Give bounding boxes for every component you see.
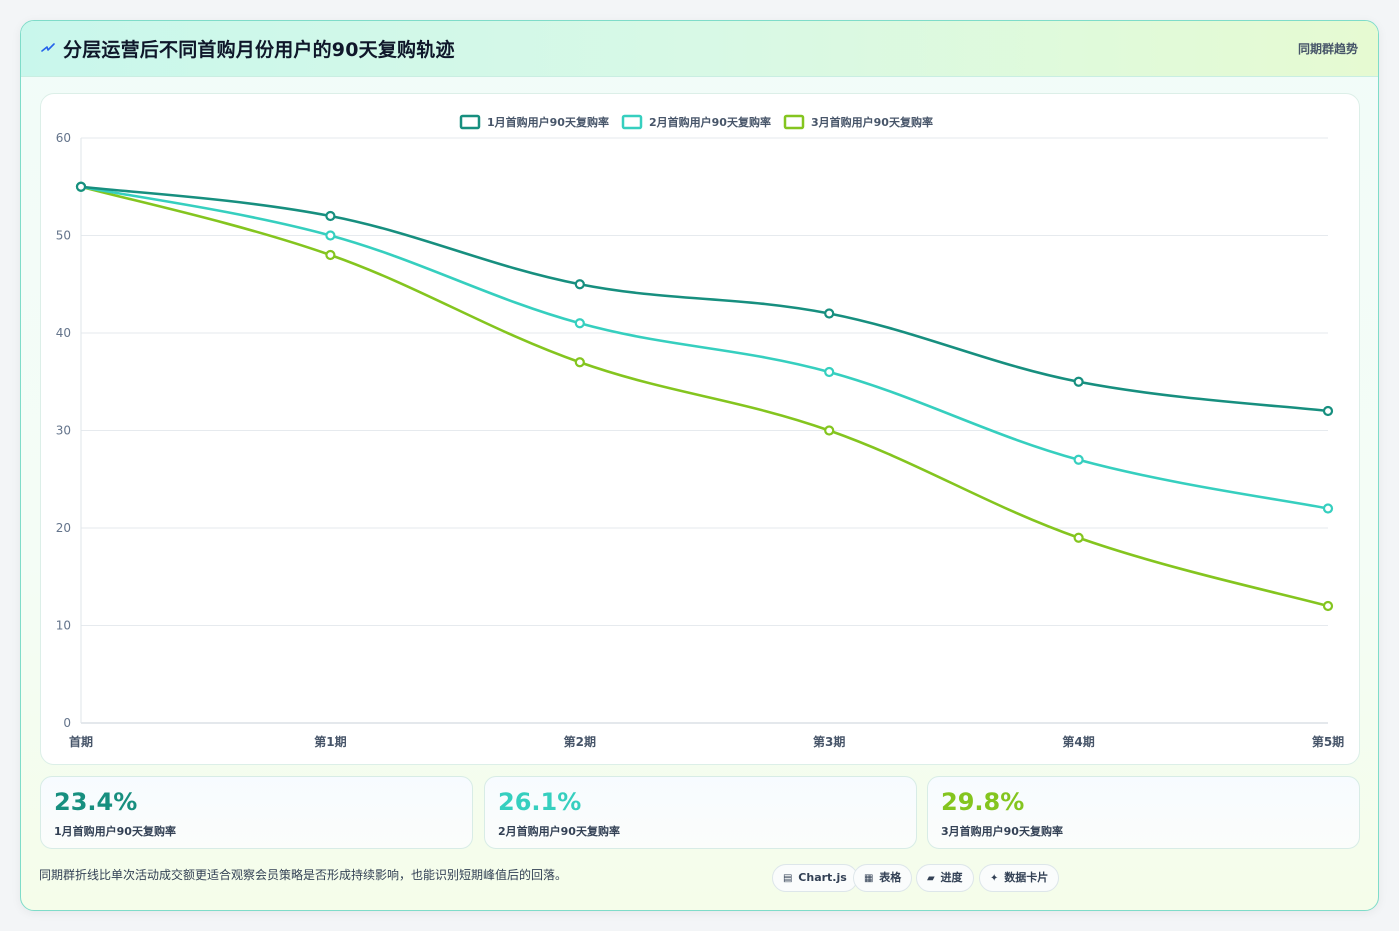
x-tick-label: 第4期 bbox=[1062, 734, 1094, 749]
y-tick-label: 60 bbox=[56, 131, 71, 145]
x-tick-label: 第1期 bbox=[314, 734, 346, 749]
sparkle-icon: ✦ bbox=[990, 873, 999, 884]
stat-value: 23.4% bbox=[54, 788, 138, 816]
data-point-2 bbox=[824, 366, 835, 378]
y-tick-label: 10 bbox=[56, 619, 71, 633]
lightning-icon bbox=[41, 43, 55, 52]
data-point-3 bbox=[325, 249, 336, 261]
data-point-3 bbox=[824, 425, 835, 436]
stat-card-3: 29.8% 3月首购用户90天复购率 bbox=[927, 776, 1360, 849]
stat-label: 1月首购用户90天复购率 bbox=[54, 825, 176, 838]
table-pill[interactable]: ▦ 表格 bbox=[853, 864, 913, 892]
page-title: 分层运营后不同首购月份用户的90天复购轨迹 bbox=[63, 39, 455, 61]
pill-label: 进度 bbox=[940, 871, 963, 884]
data-point-1 bbox=[75, 181, 87, 192]
pill-label: 数据卡片 bbox=[1004, 871, 1049, 884]
card-header: 分层运营后不同首购月份用户的90天复购轨迹 同期群趋势 bbox=[21, 21, 1378, 77]
progress-icon: ▰ bbox=[927, 873, 935, 884]
legend-swatch-3 bbox=[783, 114, 805, 130]
data-point-1 bbox=[574, 279, 585, 290]
data-point-1 bbox=[1073, 376, 1084, 387]
pill-label: 表格 bbox=[879, 871, 902, 884]
table-icon: ▦ bbox=[864, 873, 874, 884]
chart-container: 0 10 20 30 40 50 60 首期 第1期 第2期 第3期 第4期 第5期 1月首购用户90天复… bbox=[40, 93, 1360, 765]
y-tick-label: 20 bbox=[56, 521, 71, 535]
stat-label: 3月首购用户90天复购率 bbox=[941, 825, 1063, 838]
y-tick-label: 40 bbox=[56, 326, 71, 340]
y-tick-label: 30 bbox=[56, 424, 71, 438]
data-point-2 bbox=[1322, 503, 1334, 514]
series-line-2 bbox=[79, 185, 1330, 510]
legend-label-1: 1月首购用户90天复购率 bbox=[487, 115, 609, 129]
data-point-3 bbox=[1073, 532, 1084, 543]
dashboard-card: 分层运营后不同首购月份用户的90天复购轨迹 同期群趋势 0 10 20 30 40 50 6… bbox=[20, 20, 1379, 911]
stat-value: 26.1% bbox=[498, 788, 582, 816]
stat-card-2: 26.1% 2月首购用户90天复购率 bbox=[484, 776, 917, 849]
footer-note: 同期群折线比单次活动成交额更适合观察会员策略是否形成持续影响，也能识别短期峰值后… bbox=[39, 868, 568, 882]
data-point-1 bbox=[824, 308, 835, 319]
data-point-1 bbox=[325, 210, 336, 222]
series-line-1 bbox=[79, 185, 1330, 413]
legend-label-3: 3月首购用户90天复购率 bbox=[811, 115, 933, 129]
data-point-2 bbox=[325, 230, 336, 241]
stat-card-1: 23.4% 1月首购用户90天复购率 bbox=[40, 776, 473, 849]
data-card-pill[interactable]: ✦ 数据卡片 bbox=[979, 864, 1060, 892]
x-tick-label: 第3期 bbox=[813, 734, 845, 749]
chart-icon: ▤ bbox=[783, 873, 793, 884]
y-tick-label: 0 bbox=[63, 716, 71, 730]
y-tick-label: 50 bbox=[56, 229, 71, 243]
data-point-2 bbox=[574, 318, 585, 329]
data-point-1 bbox=[1322, 405, 1334, 417]
legend-label-2: 2月首购用户90天复购率 bbox=[649, 115, 771, 129]
chartjs-pill[interactable]: ▤ Chart.js bbox=[772, 864, 858, 892]
data-point-3 bbox=[574, 357, 585, 368]
stat-value: 29.8% bbox=[941, 788, 1025, 816]
legend-swatch-1 bbox=[459, 114, 481, 130]
data-point-3 bbox=[1322, 600, 1334, 612]
x-tick-label: 第2期 bbox=[564, 734, 596, 749]
line-chart: 0 10 20 30 40 50 60 首期 第1期 第2期 第3期 第4期 第5期 1月首购用户90天复… bbox=[56, 114, 1344, 749]
series-line-3 bbox=[79, 185, 1330, 608]
legend-swatch-2 bbox=[621, 114, 643, 130]
x-tick-label: 首期 bbox=[69, 734, 93, 749]
x-tick-label: 第5期 bbox=[1312, 734, 1344, 749]
pill-label: Chart.js bbox=[798, 871, 847, 884]
header-tag: 同期群趋势 bbox=[1297, 42, 1358, 56]
data-point-2 bbox=[1073, 454, 1084, 465]
progress-pill[interactable]: ▰ 进度 bbox=[916, 864, 974, 892]
stat-label: 2月首购用户90天复购率 bbox=[498, 825, 620, 838]
